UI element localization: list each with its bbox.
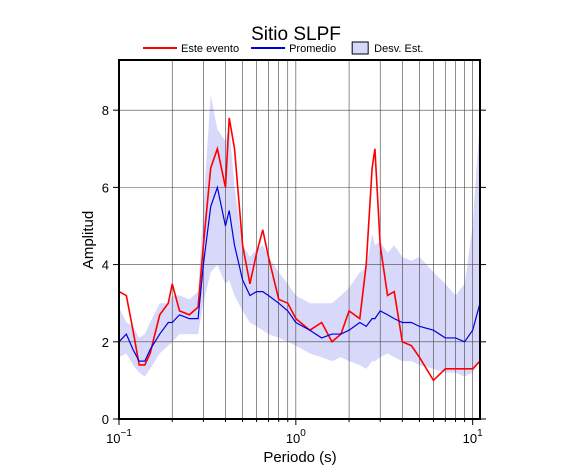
y-tick-label: 8 [102, 103, 109, 118]
legend-label: Este evento [181, 43, 239, 55]
series-line [118, 185, 481, 362]
tick-base: 10 [286, 431, 300, 446]
x-axis-label: Periodo (s) [263, 449, 336, 466]
y-tick-label: 4 [102, 258, 109, 273]
legend-label: Desv. Est. [374, 43, 423, 55]
y-tick-label: 6 [102, 180, 109, 195]
x-tick-label: 100 [286, 428, 306, 446]
legend-label: Promedio [289, 43, 336, 55]
tick-exponent: 1 [477, 428, 483, 439]
y-tick-label: 0 [102, 412, 109, 427]
tick-base: 10 [106, 431, 120, 446]
tick-exponent: −1 [121, 428, 133, 439]
series-line [118, 117, 481, 382]
tick-base: 10 [463, 431, 477, 446]
std-band [119, 94, 480, 377]
plot-frame [118, 59, 481, 420]
tick-exponent: 0 [300, 428, 306, 439]
x-tick-label: 10−1 [106, 428, 132, 446]
chart-title: Sitio SLPF [251, 24, 341, 45]
y-tick-label: 2 [102, 335, 109, 350]
legend-swatch [351, 41, 369, 55]
y-axis-label: Amplitud [80, 211, 97, 269]
x-tick-label: 101 [463, 428, 483, 446]
